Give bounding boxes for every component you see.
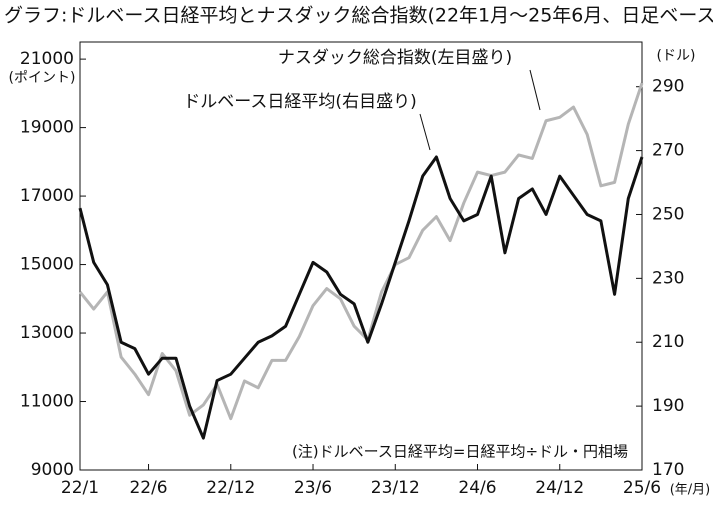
y2-axis-label: (ドル) <box>657 48 696 64</box>
y-tick-label: 21000 <box>20 49 74 69</box>
y2-tick-label: 290 <box>652 77 684 97</box>
y2-tick-label: 210 <box>652 332 684 352</box>
y-axis-label: (ポイント) <box>9 70 76 86</box>
annotation: ドルベース日経平均(右目盛り) <box>183 92 416 112</box>
x-tick-label: 24/6 <box>458 478 496 498</box>
y-tick-label: 9000 <box>31 460 74 480</box>
plot-frame <box>79 41 643 471</box>
y-tick-label: 11000 <box>20 392 74 412</box>
y2-tick-label: 190 <box>652 396 684 416</box>
y-tick-label: 19000 <box>20 118 74 138</box>
y2-tick-label: 170 <box>652 460 684 480</box>
y-tick-label: 15000 <box>20 255 74 275</box>
y-tick-label: 13000 <box>20 323 74 343</box>
x-axis-label: (年/月) <box>670 483 711 498</box>
x-tick-label: 23/12 <box>371 478 420 498</box>
series-line <box>78 82 644 421</box>
y2-tick-label: 270 <box>652 141 684 161</box>
x-tick-label: 25/6 <box>623 478 661 498</box>
x-tick-label: 22/6 <box>129 478 167 498</box>
annotation-arrow <box>419 113 431 151</box>
annotation: ナスダック総合指数(左目盛り) <box>278 48 512 68</box>
chart-title: グラフ:ドルベース日経平均とナスダック総合指数(22年1月〜25年6月、日足ベー… <box>4 5 713 27</box>
x-tick-label: 23/6 <box>294 478 332 498</box>
x-tick-label: 22/12 <box>206 478 255 498</box>
x-tick-label: 24/12 <box>535 478 584 498</box>
y2-tick-label: 250 <box>652 204 684 224</box>
y-tick-label: 17000 <box>20 186 74 206</box>
y2-tick-label: 230 <box>652 268 684 288</box>
series-line <box>78 155 644 440</box>
note: (注)ドルベース日経平均=日経平均÷ドル・円相場 <box>292 443 628 461</box>
annotation-arrow <box>529 69 541 111</box>
x-tick-label: 22/1 <box>61 478 99 498</box>
